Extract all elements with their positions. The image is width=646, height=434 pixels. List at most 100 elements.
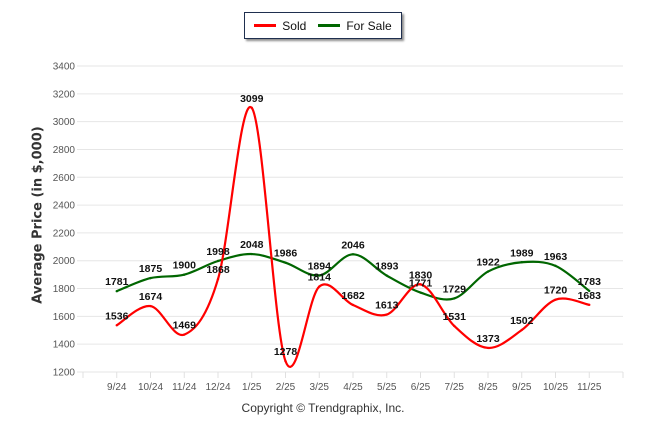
x-tick-label: 7/25 <box>445 382 465 393</box>
data-label: 1830 <box>409 269 433 281</box>
copyright-text: Copyright © Trendgraphix, Inc. <box>241 401 405 415</box>
y-tick-label: 2000 <box>53 256 76 267</box>
data-label: 1729 <box>443 283 467 295</box>
data-point <box>453 297 456 300</box>
x-tick-label: 11/24 <box>172 382 197 393</box>
data-label: 1536 <box>105 310 129 322</box>
data-point <box>588 289 591 293</box>
data-point <box>318 285 321 288</box>
x-tick-label: 10/24 <box>138 382 163 393</box>
legend-swatch-for-sale <box>318 24 341 27</box>
data-label: 1720 <box>544 285 568 297</box>
x-tick-label: 12/24 <box>205 382 230 393</box>
x-tick-label: 5/25 <box>377 382 397 393</box>
data-label: 1674 <box>139 291 163 303</box>
y-tick-label: 3400 <box>53 62 76 73</box>
data-point <box>149 304 152 308</box>
x-tick-label: 9/24 <box>107 382 127 393</box>
data-point <box>284 261 287 264</box>
data-point <box>486 270 490 273</box>
y-tick-label: 2200 <box>53 228 76 239</box>
y-axis-ticks: 1200 1400 1600 1800 2000 2200 2400 2600 2800 3000… <box>53 62 76 379</box>
data-label: 1986 <box>274 248 298 260</box>
y-tick-label: 1400 <box>53 340 76 351</box>
y-axis-label: Average Price (in $,000) <box>30 126 46 304</box>
data-label: 1875 <box>139 263 163 275</box>
data-point <box>149 276 152 280</box>
data-label: 1868 <box>206 264 230 276</box>
data-point <box>453 324 456 328</box>
series-lines <box>115 106 591 368</box>
data-label: 1900 <box>173 260 197 272</box>
legend-swatch-sold <box>254 24 277 27</box>
y-tick-label: 3000 <box>53 117 76 128</box>
data-label: 1922 <box>476 257 500 269</box>
y-tick-label: 2400 <box>53 201 76 212</box>
data-point <box>351 253 355 256</box>
data-point <box>284 359 287 363</box>
data-point <box>250 106 253 110</box>
data-label: 2046 <box>341 239 365 251</box>
data-label: 1894 <box>308 260 332 272</box>
legend-label-for-sale: For Sale <box>346 18 392 33</box>
data-point <box>419 291 422 294</box>
data-point <box>183 273 186 276</box>
data-label: 1502 <box>510 315 534 327</box>
data-label: 1373 <box>476 333 500 345</box>
data-point <box>554 298 557 301</box>
x-tick-label: 4/25 <box>343 382 363 393</box>
data-label: 1278 <box>274 346 298 358</box>
data-point <box>520 261 523 264</box>
data-point <box>183 333 186 336</box>
y-tick-label: 1200 <box>53 368 76 379</box>
data-point <box>520 328 523 332</box>
data-labels: 1536 1674 1469 1868 3099 1278 1814 1682 1613 1830… <box>105 93 601 358</box>
data-label: 1771 <box>409 278 433 290</box>
data-point <box>216 277 220 281</box>
data-label: 1683 <box>578 290 602 302</box>
data-point <box>385 313 388 316</box>
grid-lines <box>77 65 623 373</box>
x-tick-label: 3/25 <box>310 382 330 393</box>
data-point <box>588 303 591 307</box>
data-point <box>115 324 118 327</box>
x-axis-ticks: 9/24 10/24 11/24 12/24 1/25 2/25 3/25 4/25 5/25 6… <box>82 372 624 393</box>
y-tick-label: 3200 <box>53 89 76 100</box>
y-tick-label: 2800 <box>53 145 76 156</box>
data-point <box>385 274 388 277</box>
data-point <box>419 283 422 286</box>
data-label: 1998 <box>206 246 230 258</box>
x-tick-label: 1/25 <box>242 382 262 393</box>
x-tick-label: 11/25 <box>577 382 602 393</box>
legend-item-sold[interactable]: Sold <box>254 19 306 33</box>
x-tick-label: 10/25 <box>543 382 568 393</box>
data-label: 1783 <box>578 276 602 288</box>
data-label: 1781 <box>105 276 129 288</box>
data-label: 1469 <box>173 320 197 332</box>
legend: Sold For Sale <box>244 12 402 39</box>
data-point <box>250 252 253 256</box>
data-label: 1963 <box>544 251 568 263</box>
legend-item-for-sale[interactable]: For Sale <box>318 18 392 33</box>
data-label: 1613 <box>375 300 399 312</box>
data-label: 3099 <box>240 93 264 105</box>
data-point <box>318 274 321 277</box>
y-tick-label: 2600 <box>53 173 76 184</box>
data-label: 1893 <box>375 261 399 273</box>
x-tick-label: 8/25 <box>478 382 498 393</box>
data-point <box>486 346 490 350</box>
data-label: 1682 <box>341 290 365 302</box>
data-label: 1531 <box>443 311 467 323</box>
data-point <box>351 303 355 307</box>
data-label: 1989 <box>510 247 534 259</box>
legend-label-sold: Sold <box>282 18 307 33</box>
x-tick-label: 6/25 <box>411 382 431 393</box>
y-tick-label: 1800 <box>53 284 76 295</box>
data-label: 2048 <box>240 239 264 251</box>
data-label: 1814 <box>308 272 332 284</box>
y-tick-label: 1600 <box>53 312 76 323</box>
x-tick-label: 9/25 <box>512 382 532 393</box>
x-tick-label: 2/25 <box>276 382 296 393</box>
data-point <box>216 259 220 263</box>
